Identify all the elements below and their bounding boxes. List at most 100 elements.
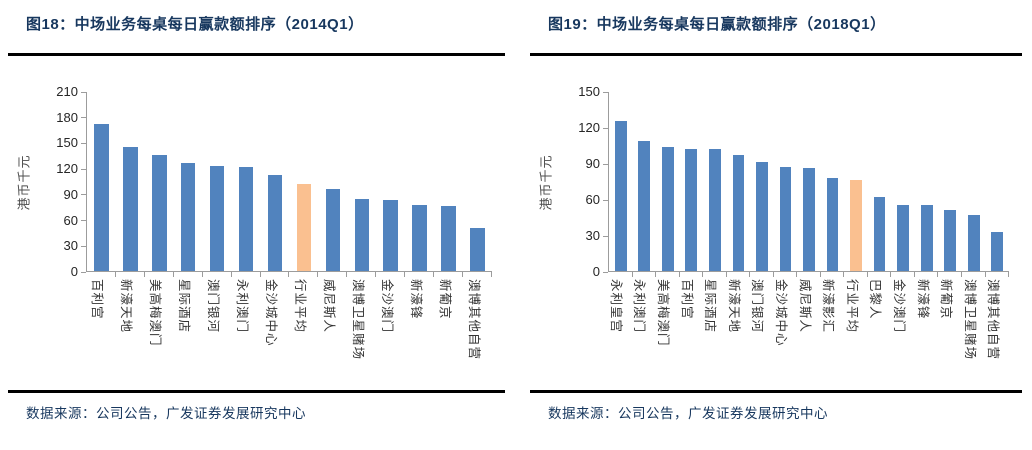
bar xyxy=(873,197,886,271)
y-tick-label: 60 xyxy=(63,212,78,228)
bar-slot xyxy=(915,92,939,277)
bar-slot xyxy=(261,92,290,277)
figure-title-2014q1: 图18：中场业务每桌每日赢款额排序（2014Q1） xyxy=(8,0,505,56)
bar xyxy=(732,155,745,271)
bar-slot xyxy=(821,92,845,277)
bar xyxy=(920,205,933,271)
y-tick-mark xyxy=(81,142,86,144)
bar-slot xyxy=(376,92,406,277)
bar xyxy=(94,123,109,271)
x-label-cell: 百利宫 xyxy=(679,272,703,390)
y-tick-mark xyxy=(81,168,86,170)
y-tick-label: 30 xyxy=(63,238,78,254)
x-label-cell: 威尼斯人 xyxy=(797,272,821,390)
bar-slot xyxy=(774,92,798,277)
x-label-cell: 行业平均 xyxy=(289,272,318,390)
x-label-cell: 新濠锋 xyxy=(405,272,434,390)
bars-container xyxy=(609,92,1009,277)
bar-slot xyxy=(844,92,868,277)
x-axis-labels: 永利皇宫 永利澳门 美高梅澳门 百利宫 星际酒店 新濠天地 澳门银河 金沙城中心 威尼斯人 新濠影… xyxy=(608,272,1009,390)
bar xyxy=(779,167,792,271)
y-tick-mark xyxy=(603,271,608,273)
x-label-cell: 澳门银河 xyxy=(202,272,231,390)
x-label-cell: 美高梅澳门 xyxy=(655,272,679,390)
category-label: 金沙城中心 xyxy=(263,279,278,347)
y-tick-label: 60 xyxy=(585,192,600,207)
plot-and-labels: 百利宫 新濠天地 美高梅澳门 星际酒店 澳门银河 永利澳门 金沙城中心 行业平均 威尼斯人 澳博卫… xyxy=(86,92,492,390)
x-label-cell: 澳博卫星赌场 xyxy=(962,272,986,390)
bar-slot xyxy=(703,92,727,277)
bar-slot xyxy=(145,92,174,277)
x-label-cell: 澳博其他自营 xyxy=(986,272,1010,390)
figure-panel-2018q1: 图19：中场业务每桌每日赢款额排序（2018Q1） 港币千元 0 30 60 90 12… xyxy=(530,0,1022,450)
category-label: 百利宫 xyxy=(679,279,694,320)
category-label: 澳博其他自营 xyxy=(986,279,1001,361)
bar-slot xyxy=(289,92,319,277)
x-label-cell: 金沙澳门 xyxy=(376,272,405,390)
category-label: 新濠天地 xyxy=(118,279,133,334)
bar-slot xyxy=(203,92,232,277)
x-axis-labels: 百利宫 新濠天地 美高梅澳门 星际酒店 澳门银河 永利澳门 金沙城中心 行业平均 威尼斯人 澳博卫… xyxy=(86,272,492,390)
bar-industry-average xyxy=(850,180,862,271)
y-tick-mark xyxy=(81,117,86,119)
bar-industry-average xyxy=(296,184,312,271)
x-label-cell: 永利澳门 xyxy=(231,272,260,390)
bar-slot xyxy=(962,92,986,277)
bar xyxy=(383,200,398,271)
category-label: 金沙城中心 xyxy=(773,279,788,347)
x-label-cell: 永利皇宫 xyxy=(608,272,632,390)
category-label: 巴黎人 xyxy=(868,279,883,320)
bar-slot xyxy=(116,92,145,277)
y-tick-label: 150 xyxy=(578,84,600,99)
y-axis-title: 港币千元 xyxy=(16,153,32,211)
category-label: 行业平均 xyxy=(844,279,859,334)
bar xyxy=(614,120,627,271)
x-label-cell: 金沙城中心 xyxy=(773,272,797,390)
bar xyxy=(412,205,427,271)
y-tick-label: 120 xyxy=(56,161,78,177)
bar xyxy=(470,228,485,271)
category-label: 永利澳门 xyxy=(234,279,249,334)
bar xyxy=(152,155,167,271)
bar xyxy=(638,140,651,271)
y-tick-mark xyxy=(603,163,608,165)
category-label: 新葡京 xyxy=(437,279,452,320)
category-label: 澳博其他自营 xyxy=(466,279,481,361)
x-label-cell: 新葡京 xyxy=(434,272,463,390)
x-label-cell: 澳博卫星赌场 xyxy=(347,272,376,390)
category-label: 永利澳门 xyxy=(632,279,647,334)
x-label-cell: 金沙城中心 xyxy=(260,272,289,390)
x-label-cell: 澳博其他自营 xyxy=(463,272,492,390)
bar xyxy=(709,149,721,271)
y-tick-label: 0 xyxy=(592,264,600,279)
plot-area xyxy=(86,92,492,277)
bars-container xyxy=(87,92,492,277)
x-label-cell: 行业平均 xyxy=(844,272,868,390)
category-label: 威尼斯人 xyxy=(321,279,336,334)
plot-area xyxy=(608,92,1009,277)
y-tick-label: 90 xyxy=(585,156,600,171)
x-label-cell: 美高梅澳门 xyxy=(144,272,173,390)
category-label: 新濠锋 xyxy=(408,279,423,320)
y-tick-label: 180 xyxy=(56,109,78,125)
y-tick-mark xyxy=(81,220,86,222)
chart-area-2014q1: 港币千元 0 30 60 90 120 150 180 210 百利宫 新濠天地 美高梅澳门 星际酒… xyxy=(8,56,505,390)
x-label-cell: 金沙澳门 xyxy=(891,272,915,390)
bar-chart-2014q1: 港币千元 0 30 60 90 120 150 180 210 百利宫 新濠天地 美高梅澳门 星际酒… xyxy=(8,56,505,390)
bar-slot xyxy=(463,92,492,277)
bar xyxy=(209,166,225,271)
category-label: 新濠锋 xyxy=(915,279,930,320)
y-tick-label: 210 xyxy=(56,84,78,99)
bar-slot xyxy=(405,92,434,277)
x-label-cell: 澳门银河 xyxy=(750,272,774,390)
bar xyxy=(354,199,369,271)
y-axis-title-col: 港币千元 xyxy=(530,92,560,272)
bar xyxy=(661,146,674,271)
x-label-cell: 星际酒店 xyxy=(173,272,202,390)
y-axis-ticks: 0 30 60 90 120 150 180 210 xyxy=(38,84,86,279)
bar-slot xyxy=(727,92,751,277)
y-axis-ticks: 0 30 60 90 120 150 xyxy=(560,84,608,279)
plot-and-labels: 永利皇宫 永利澳门 美高梅澳门 百利宫 星际酒店 新濠天地 澳门银河 金沙城中心 威尼斯人 新濠影… xyxy=(608,92,1009,390)
category-label: 澳门银河 xyxy=(205,279,220,334)
bar-slot xyxy=(174,92,203,277)
